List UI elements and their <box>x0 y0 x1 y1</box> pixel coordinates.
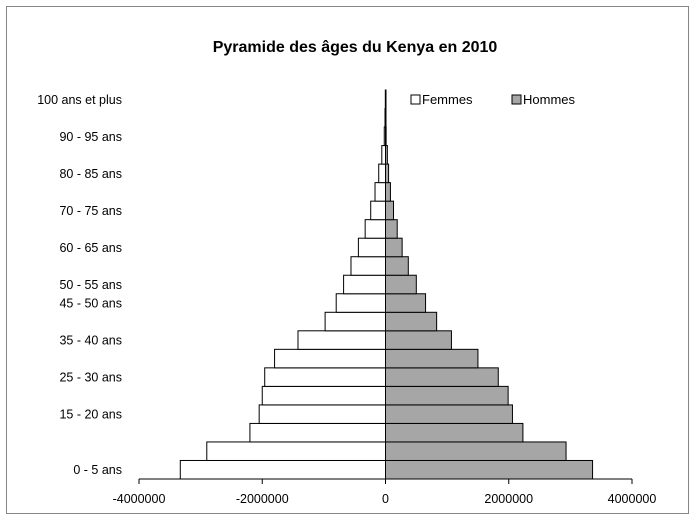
legend-swatch-femmes <box>410 94 421 105</box>
bar-hommes-40---45-ans <box>385 311 438 332</box>
bar-femmes-15---20-ans <box>258 404 387 424</box>
bar-hommes-10---15-ans <box>385 422 524 443</box>
bar-femmes-65---70-ans <box>364 219 387 239</box>
bar-hommes-75---80-ans <box>385 182 391 202</box>
x-tick-label: -2000000 <box>236 492 289 506</box>
y-axis-labels: 0 - 5 ans 15 - 20 ans 25 - 30 ans 35 - 40 a… <box>37 93 122 477</box>
y-tick-label: 0 - 5 ans <box>73 463 122 477</box>
bar-hommes-35---40-ans <box>385 330 452 350</box>
bar-hommes-55---60-ans <box>385 256 409 276</box>
y-tick-label: 35 - 40 ans <box>59 334 122 348</box>
bar-femmes-80---85-ans <box>378 163 387 184</box>
y-tick-label: 100 ans et plus <box>37 93 122 107</box>
bar-femmes-40---45-ans <box>324 311 387 332</box>
chart-title: Pyramide des âges du Kenya en 2010 <box>213 39 498 56</box>
x-tick-label: -4000000 <box>113 492 166 506</box>
bar-hommes-50---55-ans <box>385 274 417 295</box>
bar-femmes-0---5-ans <box>179 459 386 480</box>
bar-femmes-85---90-ans <box>381 145 386 165</box>
bar-hommes-30---35-ans <box>385 348 479 369</box>
bar-femmes-25---30-ans <box>264 367 386 387</box>
bar-hommes-15---20-ans <box>385 404 513 424</box>
y-tick-label: 80 - 85 ans <box>59 167 122 181</box>
x-tick-label: 2000000 <box>484 492 533 506</box>
bar-femmes-45---50-ans <box>335 293 387 313</box>
y-tick-label: 45 - 50 ans <box>59 297 122 311</box>
x-tick-label: 0 <box>382 492 389 506</box>
bar-femmes-35---40-ans <box>297 330 386 350</box>
bar-hommes-5---10-ans <box>385 441 567 461</box>
bar-femmes-30---35-ans <box>274 348 387 369</box>
y-tick-label: 15 - 20 ans <box>59 408 122 422</box>
bar-hommes-25---30-ans <box>385 367 499 387</box>
bar-hommes-65---70-ans <box>385 219 398 239</box>
bar-hommes-70---75-ans <box>385 200 395 221</box>
legend: Femmes Hommes <box>410 92 576 107</box>
bar-hommes-0---5-ans <box>385 459 594 480</box>
bar-femmes-60---65-ans <box>357 237 387 258</box>
bar-femmes-50---55-ans <box>343 274 386 295</box>
bar-femmes-75---80-ans <box>374 182 386 202</box>
bar-hommes-20---25-ans <box>385 385 509 406</box>
y-tick-label: 90 - 95 ans <box>59 130 122 144</box>
y-tick-label: 25 - 30 ans <box>59 371 122 385</box>
bar-hommes-60---65-ans <box>385 237 403 258</box>
bar-hommes-45---50-ans <box>385 293 427 313</box>
y-tick-label: 60 - 65 ans <box>59 241 122 255</box>
bar-femmes-55---60-ans <box>350 256 386 276</box>
bars-group <box>179 89 594 480</box>
bar-femmes-70---75-ans <box>370 200 386 221</box>
x-tick-label: 4000000 <box>608 492 657 506</box>
y-tick-label: 70 - 75 ans <box>59 204 122 218</box>
bar-femmes-5---10-ans <box>206 441 386 461</box>
legend-label-hommes: Hommes <box>523 92 576 107</box>
bar-femmes-10---15-ans <box>249 422 386 443</box>
bar-femmes-20---25-ans <box>261 385 386 406</box>
y-tick-label: 50 - 55 ans <box>59 278 122 292</box>
legend-swatch-hommes <box>511 94 522 105</box>
x-axis-labels: -4000000 -2000000 0 2000000 4000000 <box>113 492 657 506</box>
axis-group <box>138 90 633 484</box>
legend-label-femmes: Femmes <box>422 92 473 107</box>
